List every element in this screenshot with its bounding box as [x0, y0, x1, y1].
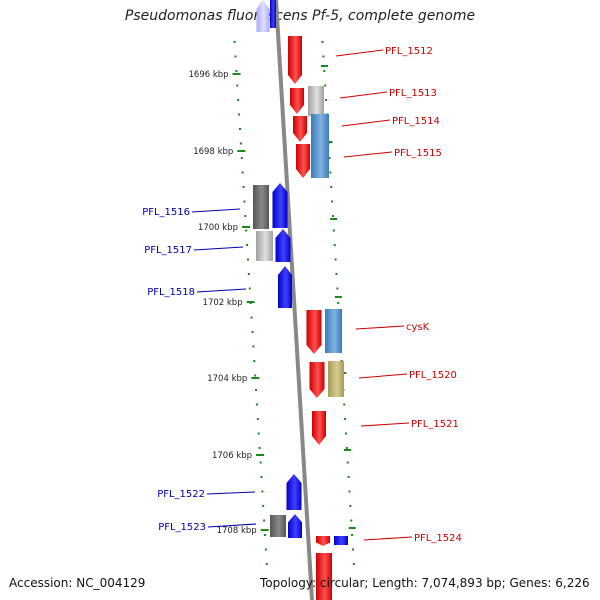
backbone-line: [274, 0, 314, 600]
gene-feature-block: [311, 114, 329, 178]
gene-label-leader: [341, 119, 391, 127]
gene-label-leader: [335, 49, 384, 57]
gene-block-reverse: [334, 536, 348, 545]
kbp-tick-label: 1696 kbp: [189, 70, 229, 80]
gene-label-leader: [355, 325, 405, 330]
gene-feature-block: [253, 185, 269, 229]
kbp-tick-label: 1698 kbp: [193, 147, 233, 157]
gene-label-leader: [206, 491, 256, 495]
gene-feature-block: [256, 231, 273, 261]
gene-label-reverse[interactable]: PFL_1522: [157, 489, 205, 500]
accession-text: Accession: NC_004129: [9, 576, 146, 590]
map-title: Pseudomonas fluorescens Pf-5, complete g…: [124, 8, 476, 24]
kbp-tick-label: 1706 kbp: [212, 451, 252, 461]
gene-label-forward[interactable]: PFL_1513: [389, 88, 437, 99]
gene-label-leader: [191, 208, 241, 213]
gene-label-reverse[interactable]: PFL_1518: [147, 287, 195, 298]
gene-arrow-forward: [306, 310, 322, 354]
gene-arrow-forward: [309, 362, 325, 398]
gene-arrow-forward: [312, 411, 326, 445]
kbp-tick-label: 1704 kbp: [207, 374, 247, 384]
kbp-tick-label: 1702 kbp: [203, 298, 243, 308]
gene-label-forward[interactable]: cysK: [406, 322, 430, 333]
gene-arrow-forward: [293, 116, 307, 142]
gene-arrow-reverse: [272, 183, 288, 228]
gene-label-leader: [363, 536, 413, 541]
gene-label-leader: [196, 288, 247, 293]
gene-label-forward[interactable]: PFL_1512: [385, 46, 433, 57]
gene-label-leader: [207, 523, 257, 528]
gene-label-forward[interactable]: PFL_1515: [394, 148, 442, 159]
gene-arrow-reverse: [288, 514, 302, 538]
gene-feature-block: [328, 361, 344, 397]
gene-label-reverse[interactable]: PFL_1516: [142, 207, 190, 218]
gene-label-reverse[interactable]: PFL_1517: [144, 245, 192, 256]
gene-feature-block: [270, 515, 286, 537]
gene-label-forward[interactable]: PFL_1514: [392, 116, 440, 127]
kbp-tick-label: 1700 kbp: [198, 223, 238, 233]
gene-label-leader: [358, 373, 408, 379]
gene-label-forward[interactable]: PFL_1521: [411, 419, 459, 430]
gene-label-leader: [360, 422, 410, 427]
gene-label-forward[interactable]: PFL_1520: [409, 370, 457, 381]
gene-arrow-reverse: [278, 266, 292, 308]
kbp-tick-label: 1708 kbp: [217, 526, 257, 536]
gene-arrow-forward: [316, 553, 332, 600]
gene-block-reverse: [270, 0, 276, 28]
gene-arrow-reverse: [275, 229, 291, 262]
gene-label-forward[interactable]: PFL_1524: [414, 533, 462, 544]
gene-arrow-reverse: [256, 0, 270, 32]
gene-label-reverse[interactable]: PFL_1523: [158, 522, 206, 533]
gene-arrow-forward: [288, 36, 302, 84]
gene-label-leader: [339, 91, 388, 99]
gene-label-leader: [343, 151, 393, 158]
gene-feature-block: [308, 86, 324, 116]
topology-text: Topology: circular; Length: 7,074,893 bp…: [260, 576, 590, 590]
gene-label-leader: [193, 246, 244, 251]
gene-arrow-forward: [296, 144, 310, 178]
gene-arrow-reverse: [286, 474, 302, 510]
gene-arrow-forward: [316, 536, 330, 546]
gene-feature-block: [325, 309, 342, 353]
gene-arrow-forward: [290, 88, 304, 114]
